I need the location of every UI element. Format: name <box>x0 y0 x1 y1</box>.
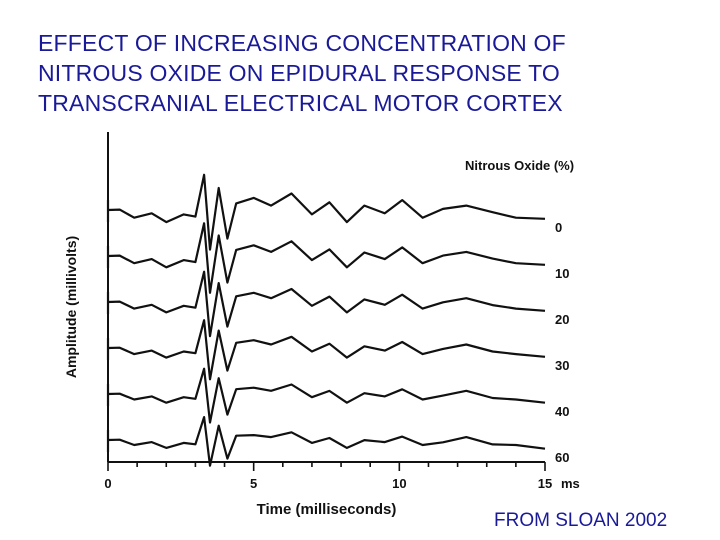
x-unit-label: ms <box>561 476 580 491</box>
trace-line-30 <box>107 319 546 381</box>
title-line-3: TRANSCRANIAL ELECTRICAL MOTOR CORTEX <box>38 90 563 116</box>
trace-line-20 <box>107 270 546 338</box>
trace-line-0 <box>107 173 546 251</box>
slide-title: EFFECT OF INCREASING CONCENTRATION OF NI… <box>38 28 708 120</box>
x-tick-label: 10 <box>392 476 406 491</box>
chart-axes <box>107 132 546 471</box>
x-tick-label: 15 <box>538 476 552 491</box>
x-tick-label: 5 <box>250 476 257 491</box>
legend-title: Nitrous Oxide (%) <box>465 158 574 173</box>
y-axis-title: Amplitude (millivolts) <box>63 236 79 378</box>
series-label-0: 0 <box>555 220 562 235</box>
title-line-1: EFFECT OF INCREASING CONCENTRATION OF <box>38 30 566 56</box>
series-label-40: 40 <box>555 404 569 419</box>
series-label-60: 60 <box>555 450 569 465</box>
x-tick-label: 0 <box>104 476 111 491</box>
waveform-chart: 0 5 10 15 ms Time (milliseconds) Amplitude (mi… <box>63 132 580 518</box>
chart-traces <box>106 173 546 467</box>
trace-line-10 <box>107 222 546 294</box>
chart-labels: 0 5 10 15 ms Time (milliseconds) Amplitude (mi… <box>63 158 580 518</box>
series-label-20: 20 <box>555 312 569 327</box>
series-label-10: 10 <box>555 266 569 281</box>
trace-line-40 <box>107 367 546 424</box>
title-line-2: NITROUS OXIDE ON EPIDURAL RESPONSE TO <box>38 60 561 86</box>
series-label-30: 30 <box>555 358 569 373</box>
source-credit: FROM SLOAN 2002 <box>494 510 668 531</box>
trace-line-60 <box>107 416 546 467</box>
x-axis-title: Time (milliseconds) <box>257 501 397 518</box>
